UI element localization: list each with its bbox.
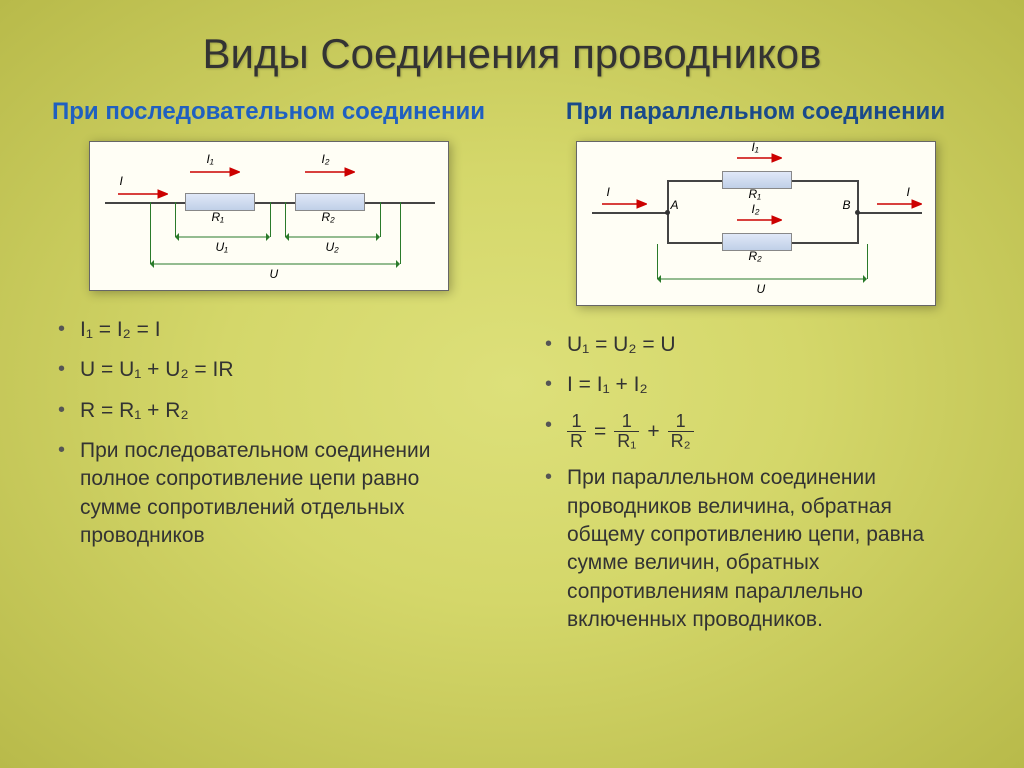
series-diagram: I I₁ I₂ R₁ R₂ U₁ U₂ U — [89, 141, 449, 291]
parallel-frac: 1R = 1R₁ + 1R₂ — [567, 412, 964, 453]
series-desc: При последовательном соединении полное с… — [80, 437, 477, 550]
series-subtitle: При последовательном соединении — [40, 98, 497, 126]
series-I-label: I — [120, 174, 123, 188]
parallel-eq1: U₁ = U₂ = U — [567, 331, 964, 359]
parallel-subtitle: При параллельном соединении — [527, 98, 984, 126]
series-I2-label: I₂ — [322, 152, 330, 166]
series-U2-label: U₂ — [326, 240, 339, 254]
parallel-diagram: I I I₁ I₂ R₁ R₂ A B U — [576, 141, 936, 306]
parallel-I2-label: I₂ — [752, 202, 760, 216]
page-title: Виды Соединения проводников — [0, 0, 1024, 78]
parallel-B-label: B — [843, 198, 851, 212]
parallel-U-label: U — [757, 282, 766, 296]
parallel-I-right-label: I — [907, 185, 910, 199]
series-eq2: U = U₁ + U₂ = IR — [80, 356, 477, 384]
series-U-label: U — [270, 267, 279, 281]
series-column: При последовательном соединении I I — [40, 98, 497, 646]
series-R2-label: R₂ — [322, 210, 335, 224]
series-U1-label: U₁ — [216, 240, 228, 254]
parallel-equations: U₁ = U₂ = U I = I₁ + I₂ 1R = 1R₁ + 1R₂ П… — [527, 331, 984, 634]
parallel-eq2: I = I₁ + I₂ — [567, 371, 964, 399]
parallel-desc: При параллельном соединении проводников … — [567, 464, 964, 634]
parallel-I-left-label: I — [607, 185, 610, 199]
series-eq1: I₁ = I₂ = I — [80, 316, 477, 344]
parallel-R2-label: R₂ — [749, 249, 762, 263]
series-equations: I₁ = I₂ = I U = U₁ + U₂ = IR R = R₁ + R₂… — [40, 316, 497, 550]
series-I1-label: I₁ — [207, 152, 214, 166]
parallel-column: При параллельном соединении — [527, 98, 984, 646]
parallel-I1-label: I₁ — [752, 140, 759, 154]
parallel-A-label: A — [671, 198, 679, 212]
parallel-R1-label: R₁ — [749, 187, 761, 201]
series-R1-label: R₁ — [212, 210, 224, 224]
series-eq3: R = R₁ + R₂ — [80, 397, 477, 425]
content-columns: При последовательном соединении I I — [0, 78, 1024, 646]
